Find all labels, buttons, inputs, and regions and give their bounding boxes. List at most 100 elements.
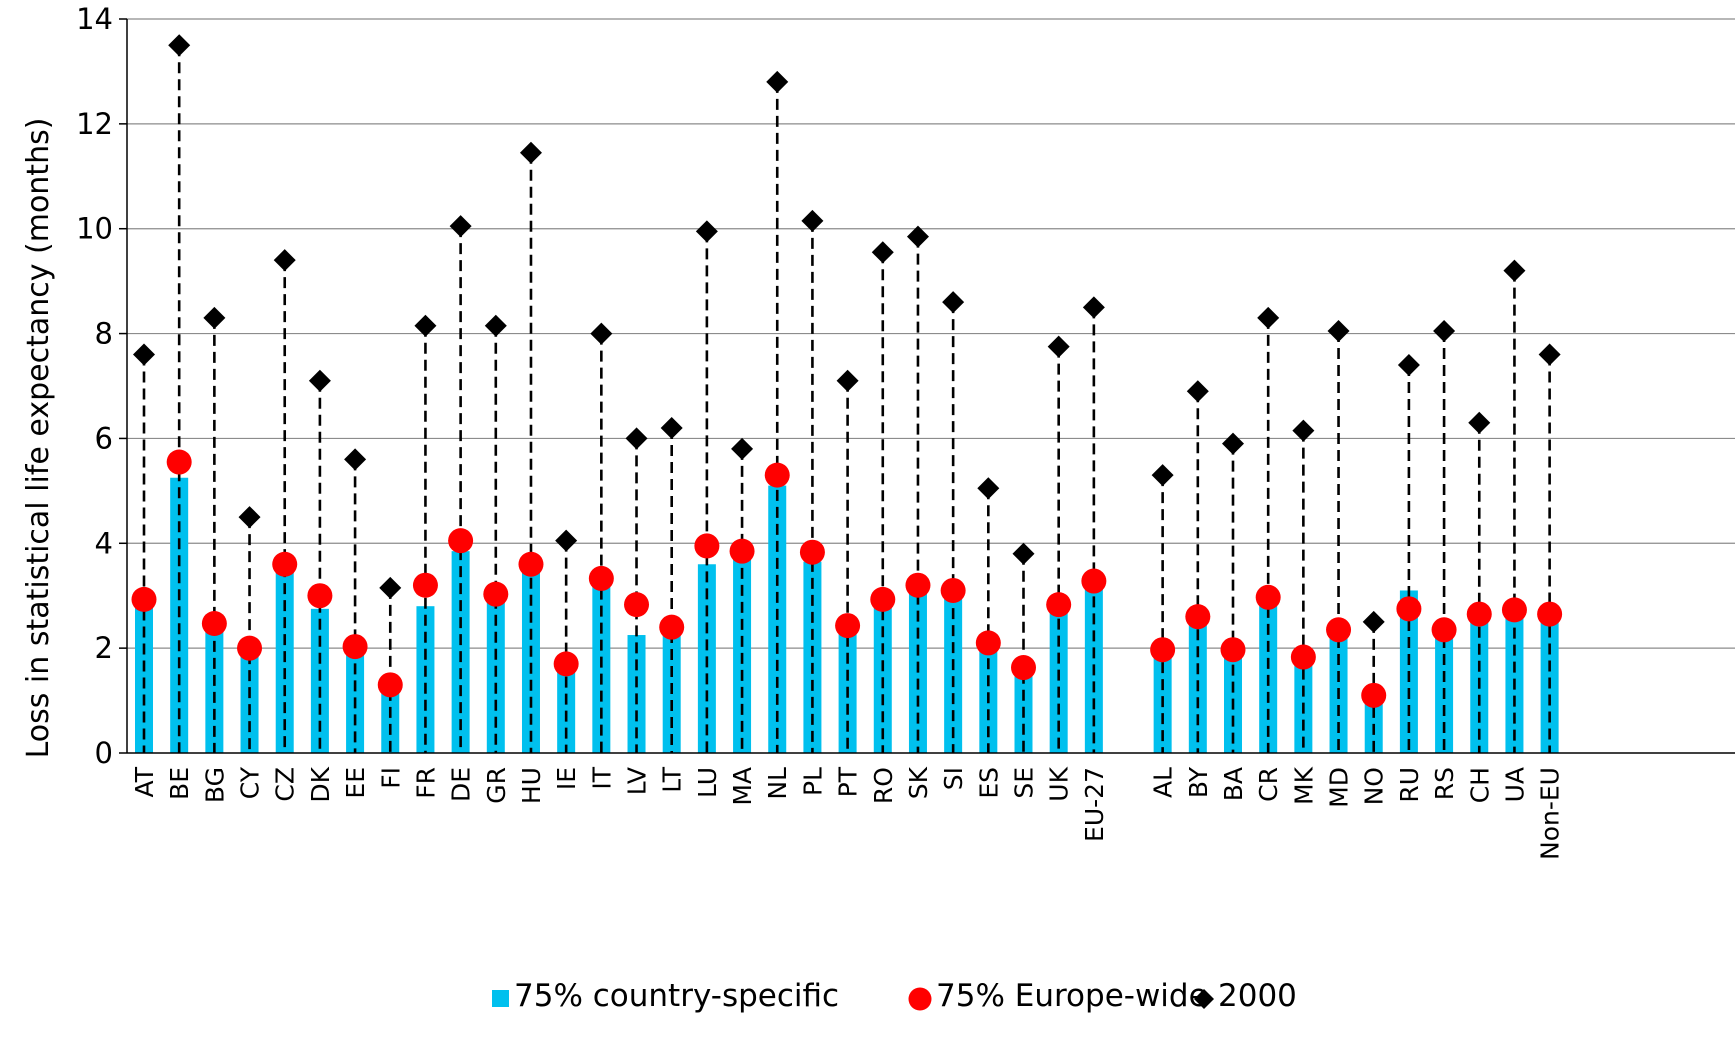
bar-HU bbox=[521, 569, 540, 753]
x-tick-label-DE: DE bbox=[447, 767, 476, 802]
diamond-AL bbox=[1151, 464, 1174, 487]
circle-EU-27 bbox=[1081, 568, 1107, 594]
diamond-GR bbox=[484, 314, 507, 337]
x-tick-label-LT: LT bbox=[658, 766, 687, 792]
circle-CH bbox=[1466, 601, 1492, 627]
y-tick-label-7: 14 bbox=[76, 2, 113, 36]
x-tick-label-UK: UK bbox=[1045, 766, 1074, 801]
circle-SK bbox=[905, 572, 931, 598]
x-tick-label-AL: AL bbox=[1149, 767, 1178, 798]
bar-BG bbox=[205, 627, 224, 753]
x-tick-label-CZ: CZ bbox=[271, 767, 300, 802]
x-tick-label-SE: SE bbox=[1010, 767, 1039, 799]
diamond-AT bbox=[133, 343, 155, 366]
diamond-SK bbox=[906, 225, 929, 248]
x-tick-label-AT: AT bbox=[130, 766, 159, 797]
circle-GR bbox=[483, 581, 509, 607]
circle-CR bbox=[1255, 584, 1281, 610]
x-tick-label-PL: PL bbox=[798, 767, 827, 796]
bar-SI bbox=[944, 595, 963, 753]
x-tick-label-ES: ES bbox=[974, 767, 1003, 799]
y-axis-label: Loss in statistical life expectancy (mon… bbox=[21, 118, 56, 759]
x-tick-label-BA: BA bbox=[1219, 767, 1248, 801]
bar-UK bbox=[1049, 608, 1068, 753]
circle-BY bbox=[1185, 604, 1211, 630]
diamond-MD bbox=[1327, 319, 1350, 342]
x-tick-label-LU: LU bbox=[693, 767, 722, 798]
x-tick-label-FI: FI bbox=[376, 767, 405, 789]
diamond-FR bbox=[414, 314, 437, 337]
circle-LV bbox=[624, 592, 650, 618]
circle-IE bbox=[553, 651, 579, 677]
x-tick-label-SK: SK bbox=[904, 766, 933, 799]
circle-FI bbox=[377, 672, 403, 698]
diamond-BE bbox=[168, 34, 191, 57]
bar-FR bbox=[416, 606, 435, 753]
bar-CY bbox=[240, 650, 259, 753]
circle-NL bbox=[764, 462, 790, 488]
x-tick-label-DK: DK bbox=[306, 766, 335, 802]
markers-2000 bbox=[133, 34, 1561, 633]
circle-PL bbox=[799, 539, 825, 565]
circle-CY bbox=[237, 635, 263, 661]
bar-IT bbox=[592, 585, 611, 753]
circle-RU bbox=[1396, 596, 1422, 622]
x-tick-label-FR: FR bbox=[411, 767, 440, 799]
diamond-BY bbox=[1186, 380, 1209, 403]
y-tick-labels: 0 2 4 6 8 10 12 14 bbox=[76, 2, 113, 770]
circle-SE bbox=[1011, 655, 1036, 681]
legend-swatch-2000 bbox=[1194, 989, 1214, 1009]
bar-FI bbox=[381, 687, 400, 753]
diamond-LU bbox=[695, 220, 718, 243]
x-tick-label-MA: MA bbox=[728, 767, 757, 806]
circle-AL bbox=[1150, 637, 1176, 663]
diamond-NL bbox=[766, 70, 789, 93]
circle-NO bbox=[1361, 682, 1387, 708]
y-tick-label-3: 6 bbox=[95, 421, 113, 455]
circle-UK bbox=[1046, 592, 1072, 618]
diamond-DK bbox=[308, 369, 331, 392]
diamond-DE bbox=[449, 215, 472, 238]
diamond-SI bbox=[942, 291, 965, 314]
diamond-SE bbox=[1012, 542, 1035, 565]
circle-BA bbox=[1220, 637, 1246, 663]
x-tick-label-NL: NL bbox=[763, 767, 792, 800]
circle-EE bbox=[342, 634, 368, 660]
x-tick-label-MK: MK bbox=[1289, 766, 1318, 805]
x-tick-label-CY: CY bbox=[236, 766, 265, 799]
circle-HU bbox=[518, 551, 544, 577]
diamond-RU bbox=[1397, 354, 1420, 377]
diamond-CY bbox=[238, 506, 261, 529]
diamond-UK bbox=[1047, 335, 1070, 358]
x-tick-label-EE: EE bbox=[341, 767, 370, 799]
diamond-IE bbox=[555, 529, 578, 552]
x-tick-label-RO: RO bbox=[869, 767, 898, 804]
x-tick-label-BE: BE bbox=[165, 767, 194, 800]
circle-DK bbox=[307, 583, 333, 609]
circle-RS bbox=[1431, 617, 1457, 643]
x-tick-label-IE: IE bbox=[552, 767, 581, 790]
legend-label-country-specific: 75% country-specific bbox=[514, 978, 839, 1014]
circle-LU bbox=[694, 533, 720, 559]
circle-SI bbox=[940, 577, 966, 603]
diamond-EE bbox=[344, 448, 367, 471]
diamond-FI bbox=[379, 576, 402, 599]
y-tick-label-2: 4 bbox=[95, 526, 113, 560]
x-tick-label-SI: SI bbox=[939, 767, 968, 790]
circle-BG bbox=[201, 611, 227, 637]
y-tick-label-1: 2 bbox=[95, 631, 113, 665]
x-tick-label-HU: HU bbox=[517, 767, 546, 804]
y-tick-label-0: 0 bbox=[95, 736, 113, 770]
circle-AT bbox=[131, 586, 157, 612]
legend-label-europe-wide: 75% Europe-wide bbox=[936, 978, 1208, 1014]
diamond-IT bbox=[590, 322, 613, 345]
diamond-CH bbox=[1468, 411, 1491, 434]
x-tick-label-Non-EU: Non-EU bbox=[1536, 767, 1565, 860]
gridlines bbox=[127, 18, 1735, 649]
x-tick-label-RS: RS bbox=[1430, 767, 1459, 800]
circle-Non-EU bbox=[1537, 601, 1563, 627]
x-tick-label-CH: CH bbox=[1465, 767, 1494, 803]
circle-IT bbox=[588, 565, 614, 591]
axes bbox=[119, 18, 1735, 754]
